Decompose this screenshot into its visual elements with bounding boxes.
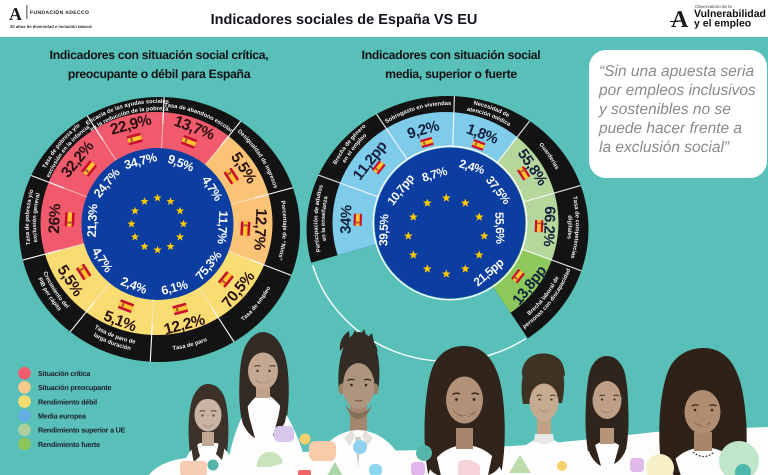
svg-text:A: A [671, 7, 689, 33]
svg-text:media, superior o fuerte: media, superior o fuerte [385, 67, 517, 81]
svg-text:Rendimiento débil: Rendimiento débil [38, 397, 97, 406]
svg-text:y el empleo: y el empleo [694, 18, 751, 30]
svg-text:FUNDACIÓN ADECCO: FUNDACIÓN ADECCO [30, 9, 89, 16]
svg-text:Situación preocupante: Situación preocupante [38, 383, 111, 392]
svg-text:“Sin una apuesta seria: “Sin una apuesta seria [599, 63, 754, 80]
svg-text:la exclusión social”: la exclusión social” [599, 139, 730, 156]
svg-text:25 años de diversidad e inclus: 25 años de diversidad e inclusión labora… [10, 24, 92, 29]
svg-text:Indicadores con situación soci: Indicadores con situación social crítica… [50, 48, 269, 62]
svg-text:Media europea: Media europea [38, 411, 87, 420]
svg-text:Indicadores con situación soci: Indicadores con situación social [362, 48, 541, 62]
svg-text:por empleos inclusivos: por empleos inclusivos [598, 82, 756, 99]
svg-text:Indicadores sociales de España: Indicadores sociales de España VS EU [211, 12, 478, 28]
svg-text:A: A [9, 4, 22, 24]
svg-text:preocupante o débil para Españ: preocupante o débil para España [68, 67, 251, 81]
svg-text:Rendimiento superior a UE: Rendimiento superior a UE [38, 426, 126, 435]
svg-text:Situación crítica: Situación crítica [38, 369, 91, 378]
svg-text:puede hacer frente a: puede hacer frente a [598, 120, 742, 137]
svg-text:Rendimiento fuerte: Rendimiento fuerte [38, 440, 100, 449]
svg-text:y sostenibles no se: y sostenibles no se [598, 101, 731, 118]
svg-text:Vulnerabilidad: Vulnerabilidad [694, 8, 766, 20]
svg-text:Observatorio de la: Observatorio de la [695, 4, 732, 9]
